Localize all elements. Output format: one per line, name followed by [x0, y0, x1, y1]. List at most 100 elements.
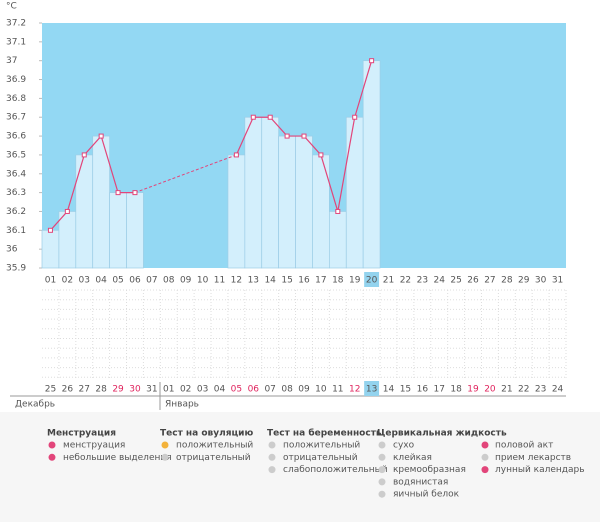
- x-tick-label: 04: [95, 276, 107, 286]
- temperature-point: [115, 190, 121, 196]
- legend-item: половой акт: [495, 441, 553, 451]
- legend-title: Тест на овуляцию: [160, 429, 253, 439]
- date-label: 07: [264, 385, 275, 395]
- legend-icon: [378, 441, 386, 449]
- date-label: 11: [332, 385, 343, 395]
- x-tick-label: 13: [248, 276, 259, 286]
- legend-icon: [268, 441, 276, 449]
- legend-icon: [268, 466, 276, 474]
- y-tick-label: 36.5: [6, 150, 26, 160]
- legend-icon: [48, 453, 56, 461]
- x-tick-label: 29: [518, 276, 530, 286]
- gap-connector: [134, 154, 237, 194]
- temperature-point: [352, 114, 358, 120]
- legend-title: Цервикальная жидкость: [377, 429, 507, 439]
- date-label: 12: [349, 385, 360, 395]
- month-label: Декабрь: [15, 400, 55, 410]
- date-label: 05: [231, 385, 242, 395]
- date-label: 20: [484, 385, 496, 395]
- x-tick-label: 17: [315, 276, 326, 286]
- x-tick-label: 23: [417, 276, 428, 286]
- x-tick-label: 24: [433, 276, 445, 286]
- date-label: 31: [146, 385, 157, 395]
- y-tick-label: 37: [6, 56, 17, 66]
- x-tick-label: 10: [197, 276, 209, 286]
- temperature-point: [335, 208, 341, 214]
- x-tick-label: 05: [112, 276, 123, 286]
- date-label: 29: [112, 385, 124, 395]
- x-tick-label: 27: [484, 276, 495, 286]
- date-label: 08: [281, 385, 293, 395]
- temperature-point: [98, 133, 104, 139]
- x-tick-label: 12: [231, 276, 242, 286]
- legend-icon: [481, 453, 489, 461]
- x-tick-label: 08: [163, 276, 175, 286]
- x-tick-label: 09: [180, 276, 192, 286]
- legend-background: [0, 412, 600, 522]
- legend-icon: [161, 453, 169, 461]
- x-tick-label: 11: [214, 276, 225, 286]
- temperature-line: [50, 134, 135, 231]
- date-label: 06: [248, 385, 260, 395]
- temperature-point: [284, 133, 290, 139]
- y-tick-label: 36.9: [6, 75, 26, 85]
- date-label: 13: [366, 385, 377, 395]
- x-tick-label: 07: [146, 276, 157, 286]
- x-tick-label: 16: [298, 276, 310, 286]
- temperature-point: [132, 190, 138, 196]
- legend-item: менструация: [63, 441, 125, 451]
- date-label: 01: [163, 385, 174, 395]
- legend-icon: [378, 478, 386, 486]
- x-tick-label: 22: [400, 276, 411, 286]
- x-tick-label: 28: [501, 276, 513, 286]
- legend-title: Тест на беременность: [267, 428, 382, 439]
- temperature-column: [312, 154, 330, 269]
- date-label: 03: [197, 385, 208, 395]
- legend-icon: [481, 466, 489, 474]
- x-tick-label: 19: [349, 276, 361, 286]
- legend-item: клейкая: [393, 453, 432, 463]
- legend-icon: [378, 466, 386, 474]
- date-label: 25: [45, 385, 56, 395]
- x-tick-label: 01: [45, 276, 56, 286]
- date-label: 10: [315, 385, 327, 395]
- y-tick-label: 36.1: [6, 226, 26, 236]
- legend-item: положительный: [176, 441, 253, 451]
- date-label: 19: [467, 385, 479, 395]
- temperature-point: [318, 152, 324, 158]
- temperature-point: [267, 114, 273, 120]
- legend-item: сухо: [393, 441, 415, 451]
- y-tick-label: 36.8: [6, 94, 26, 104]
- date-label: 30: [129, 385, 141, 395]
- temperature-column: [244, 116, 263, 269]
- x-tick-label: 02: [62, 276, 73, 286]
- date-label: 17: [433, 385, 444, 395]
- y-tick-label: 36.3: [6, 188, 26, 198]
- date-label: 22: [518, 385, 529, 395]
- legend-icon: [378, 490, 386, 498]
- legend-icon: [481, 441, 489, 449]
- highlight: [364, 272, 380, 287]
- x-tick-label: 25: [450, 276, 461, 286]
- temperature-point: [47, 227, 53, 233]
- y-axis-label: °C: [6, 2, 17, 12]
- x-tick-label: 14: [264, 276, 276, 286]
- date-label: 15: [400, 385, 411, 395]
- temperature-point: [369, 58, 375, 64]
- legend-item: положительный: [283, 441, 360, 451]
- y-tick-label: 36.7: [6, 113, 26, 123]
- temperature-column: [295, 135, 313, 269]
- y-tick-label: 36.6: [6, 132, 26, 142]
- y-tick-label: 36: [6, 245, 18, 255]
- temperature-column: [109, 192, 127, 269]
- y-tick-label: 37.1: [6, 37, 26, 47]
- temperature-column: [41, 229, 60, 269]
- temperature-column: [329, 211, 347, 269]
- temperature-point: [301, 133, 307, 139]
- x-tick-label: 15: [281, 276, 292, 286]
- legend-item: слабоположительный: [283, 465, 388, 475]
- temperature-column: [362, 60, 381, 269]
- legend-icon: [268, 453, 276, 461]
- month-label: Январь: [165, 400, 199, 410]
